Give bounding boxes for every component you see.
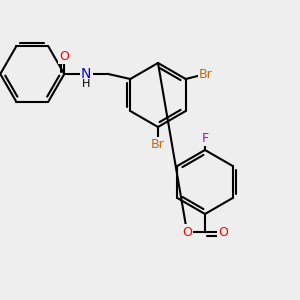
Text: Br: Br: [151, 139, 165, 152]
Text: N: N: [81, 67, 92, 81]
Text: F: F: [201, 131, 208, 145]
Text: H: H: [82, 79, 91, 89]
Text: Br: Br: [199, 68, 213, 80]
Text: O: O: [59, 50, 69, 62]
Text: O: O: [182, 226, 192, 238]
Text: O: O: [218, 226, 228, 238]
